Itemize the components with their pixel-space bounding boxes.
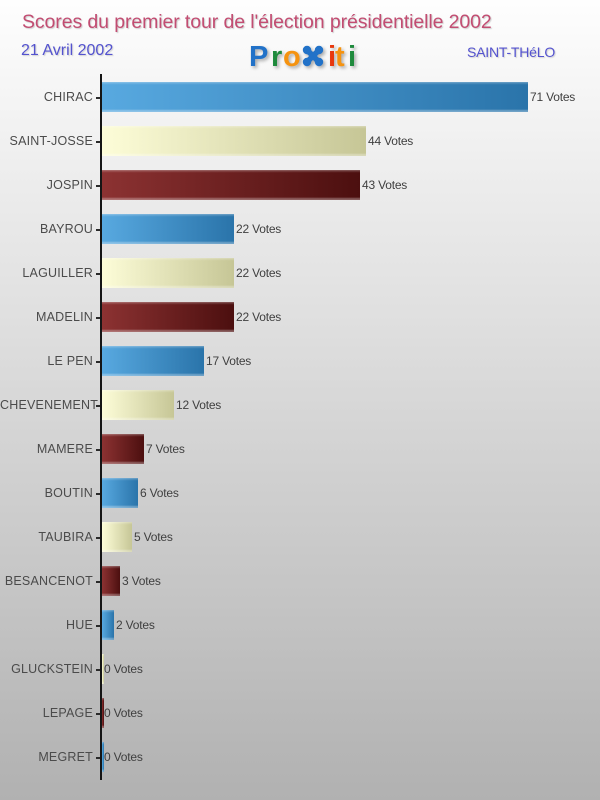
svg-text:i: i <box>348 41 356 73</box>
svg-text:o: o <box>283 41 301 73</box>
svg-text:P: P <box>249 41 268 73</box>
svg-text:t: t <box>335 41 345 73</box>
svg-text:i: i <box>328 41 336 73</box>
svg-text:r: r <box>271 41 282 73</box>
